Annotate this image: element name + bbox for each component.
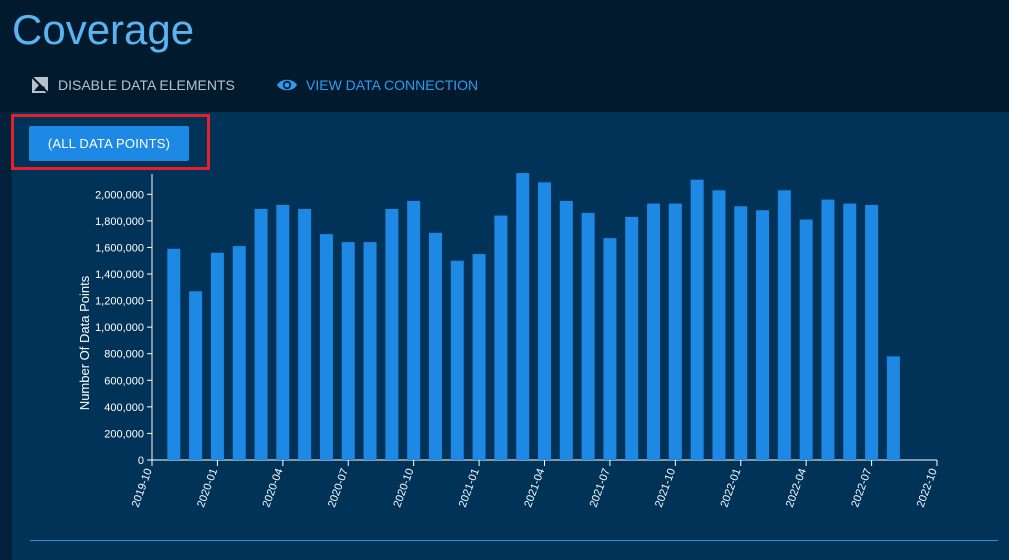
y-tick-label: 0 [138,455,144,467]
y-tick-label: 600,000 [104,375,144,387]
y-tick-label: 2,000,000 [95,189,144,201]
bar-2021-11[interactable] [690,179,704,460]
bar-2021-08[interactable] [625,216,639,460]
bar-2020-10[interactable] [407,200,421,460]
bar-2020-09[interactable] [385,208,399,460]
bar-2022-06[interactable] [843,203,857,461]
bar-2021-07[interactable] [603,238,617,460]
x-tick-label: 2021-10 [653,467,678,509]
bar-2021-04[interactable] [538,182,551,461]
bar-2020-06[interactable] [319,234,333,460]
y-axis: 0 200,000 400,000 600,000 800,000 1,000,000 1,… [95,174,153,467]
bar-2020-01[interactable] [210,252,224,460]
bar-2021-02[interactable] [494,215,508,460]
page-title: Coverage [12,6,195,53]
bar-2021-01[interactable] [472,254,486,460]
bar-2022-07[interactable] [865,204,879,460]
x-tick-label: 2022-10 [915,467,940,509]
bar-2022-05[interactable] [821,199,835,460]
view-data-connection-button[interactable]: VIEW DATA CONNECTION [276,74,478,96]
x-tick-label: 2020-01 [195,467,220,509]
y-tick-label: 1,400,000 [95,269,144,281]
x-tick-label: 2022-04 [784,467,809,509]
y-axis-label: Number Of Data Points [77,275,92,410]
eye-icon [276,77,298,93]
view-data-connection-label: VIEW DATA CONNECTION [306,77,479,93]
x-tick-label: 2022-07 [849,467,874,509]
bar-2021-05[interactable] [559,200,573,460]
x-tick-label: 2022-01 [718,467,743,509]
bar-2020-12[interactable] [450,260,464,460]
bar-2020-07[interactable] [341,242,355,460]
disable-data-elements-label: DISABLE DATA ELEMENTS [58,77,235,93]
bar-2022-01[interactable] [734,206,748,460]
y-tick-label: 200,000 [104,428,144,440]
x-tick-label: 2019-10 [130,467,155,509]
bar-2019-12[interactable] [189,291,203,460]
bar-2020-11[interactable] [428,232,442,460]
bar-2019-11[interactable] [167,248,181,460]
bar-2022-02[interactable] [756,210,770,460]
y-tick-label: 1,600,000 [95,242,144,254]
x-tick-label: 2020-04 [261,467,286,509]
bars [167,173,900,461]
bar-2021-10[interactable] [668,203,682,461]
x-tick-label: 2021-01 [457,467,482,509]
header [0,0,1009,112]
x-tick-label: 2020-07 [326,467,351,509]
y-tick-label: 800,000 [104,349,144,361]
divider [30,540,998,541]
bar-2020-04[interactable] [276,204,290,460]
bar-2022-04[interactable] [799,219,813,460]
x-tick-label: 2020-10 [391,467,416,509]
x-tick-label: 2021-07 [588,467,613,509]
y-tick-label: 1,800,000 [95,216,144,228]
bar-2020-03[interactable] [254,208,268,460]
bar-2021-03[interactable] [516,173,530,460]
bar-2021-09[interactable] [647,203,661,461]
bar-2020-08[interactable] [363,242,377,460]
bar-2020-05[interactable] [298,208,312,460]
bar-2020-02[interactable] [232,246,246,460]
image-off-icon [30,75,50,95]
x-tick-label: 2021-04 [522,467,547,509]
bar-2022-08[interactable] [886,356,900,460]
x-axis: 2019-10 2020-01 2020-04 2020-07 2020-10 2021-… [130,459,940,509]
all-data-points-button[interactable]: (ALL DATA POINTS) [29,126,189,161]
y-tick-label: 400,000 [104,402,144,414]
y-tick-label: 1,000,000 [95,322,144,334]
disable-data-elements-button[interactable]: DISABLE DATA ELEMENTS [30,74,235,96]
highlight-box [11,114,210,170]
bar-2021-06[interactable] [581,212,595,460]
bar-2022-03[interactable] [777,190,791,461]
bar-2021-12[interactable] [712,190,726,461]
y-tick-label: 1,200,000 [95,296,144,308]
